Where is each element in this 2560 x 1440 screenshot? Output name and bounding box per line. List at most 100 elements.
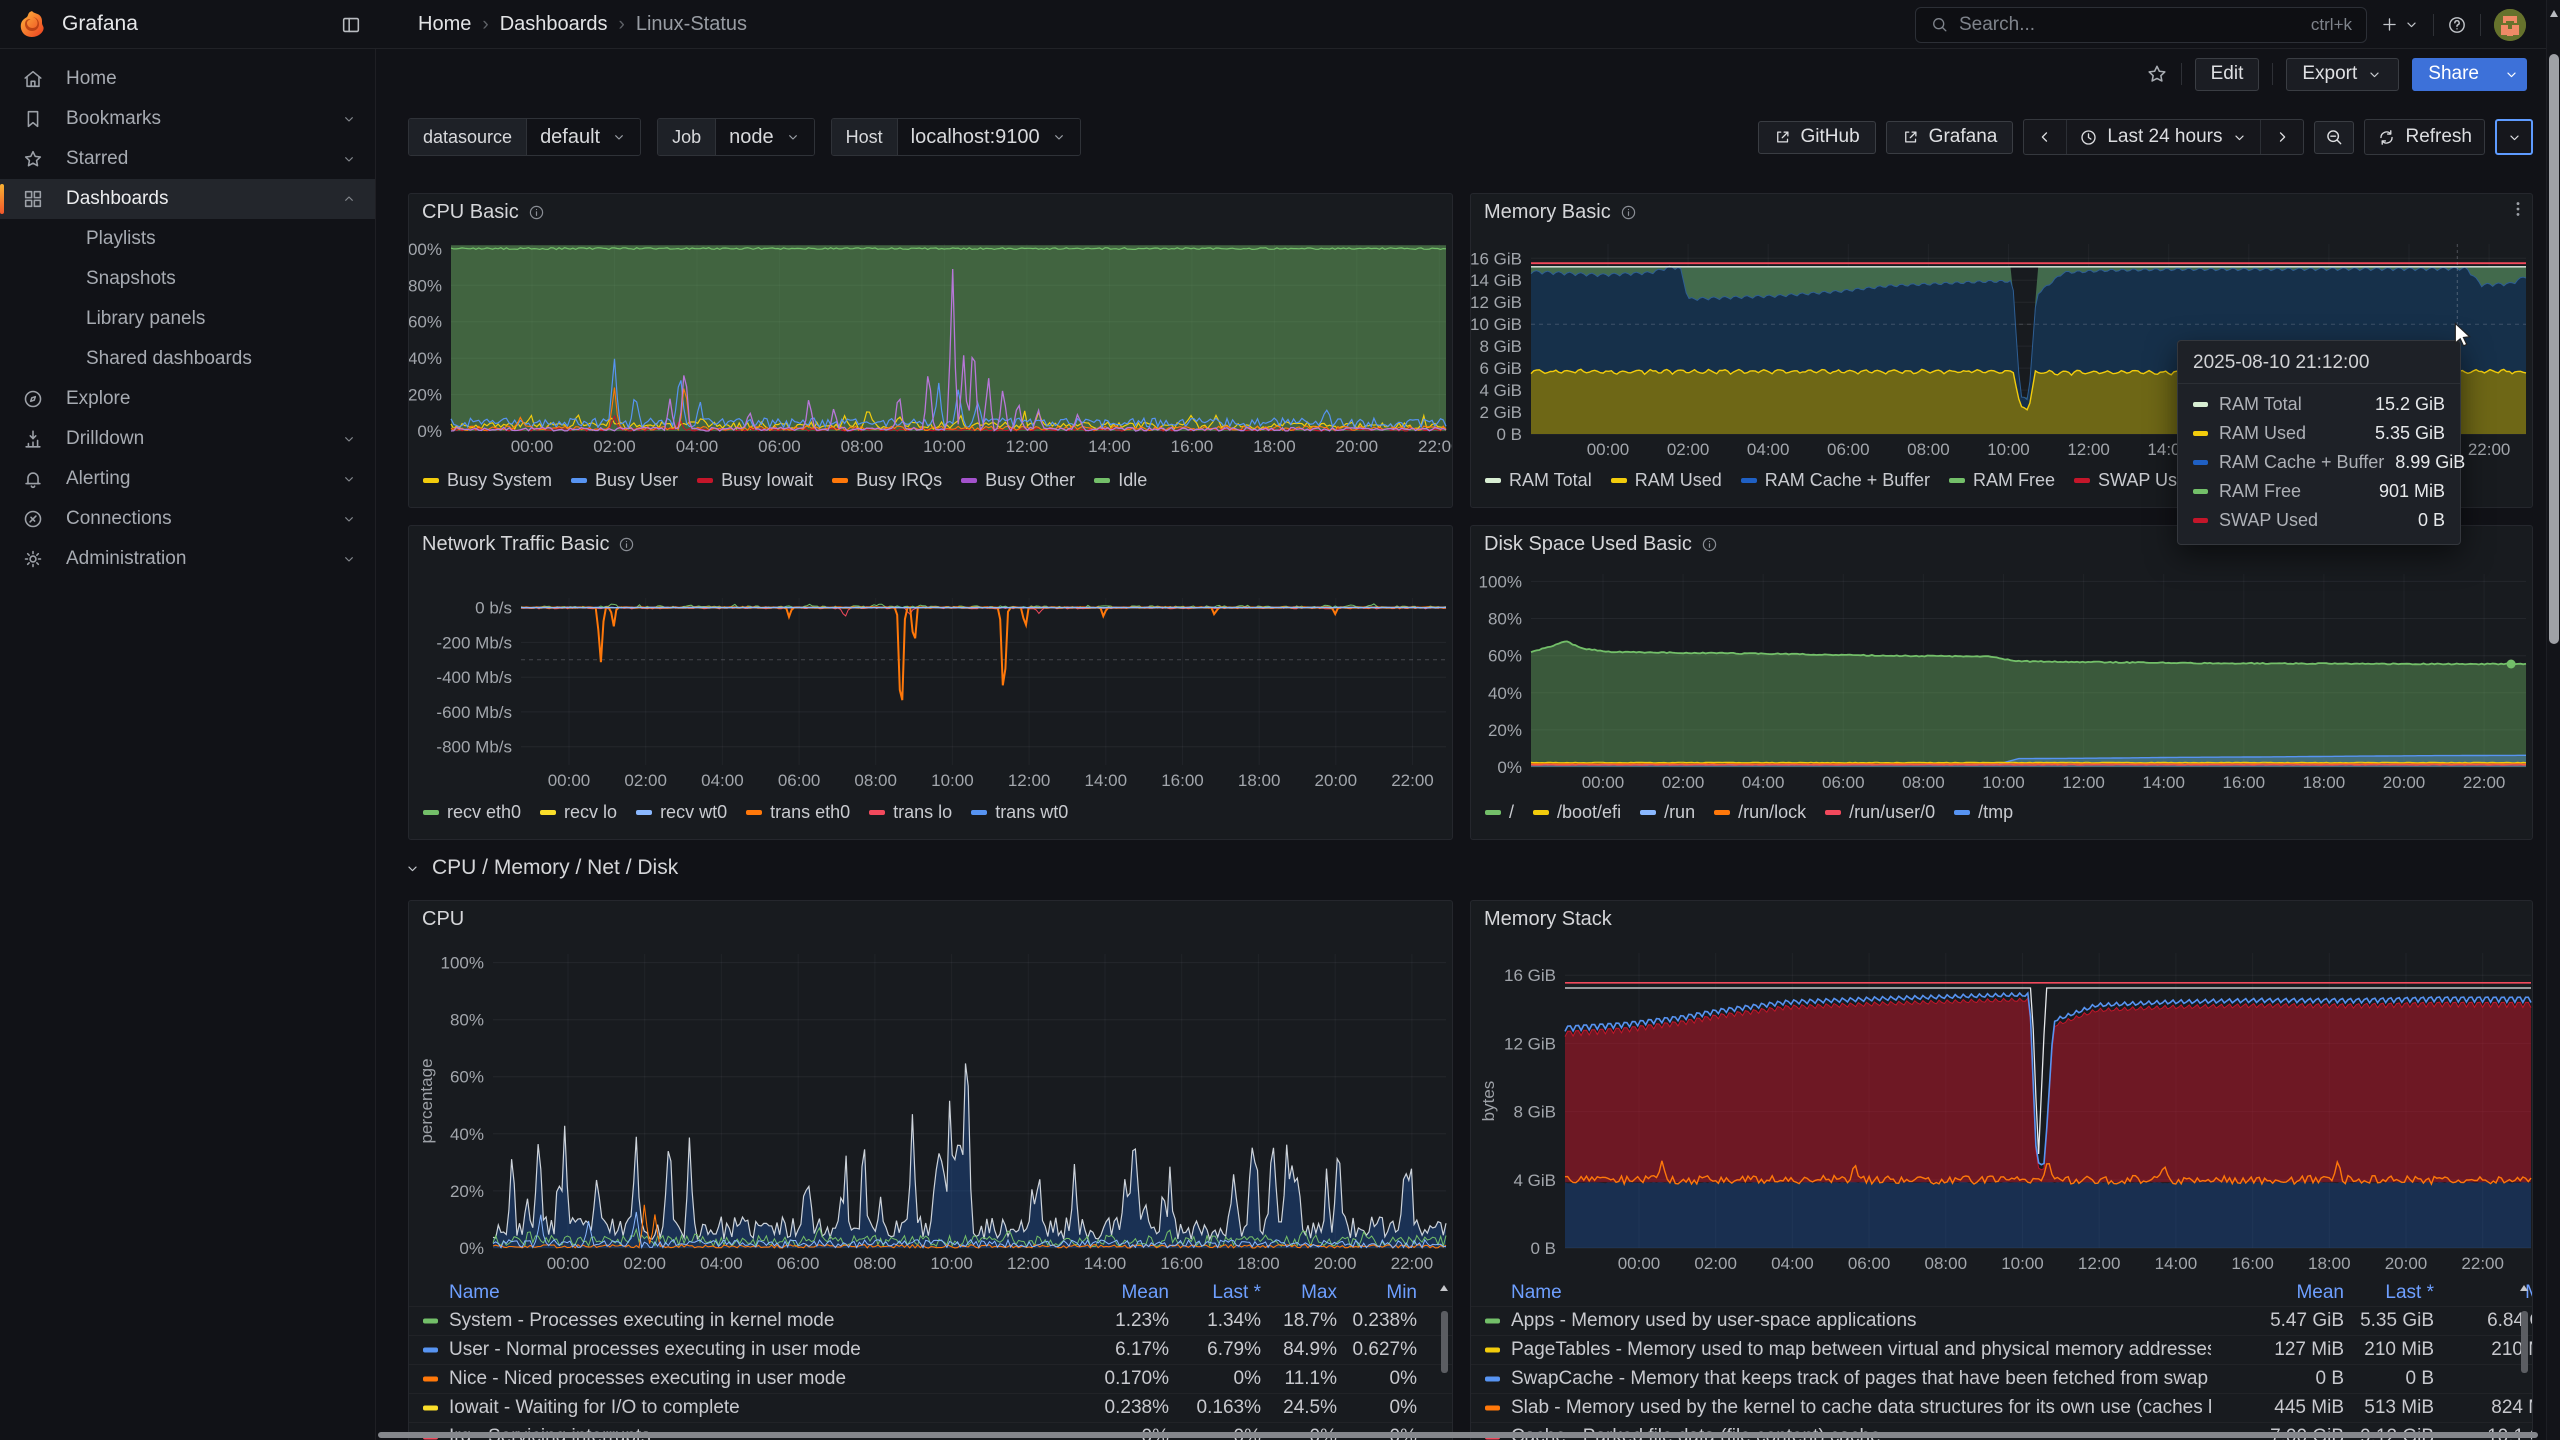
legend-item-trans-eth0[interactable]: trans eth0 xyxy=(746,802,850,823)
variable-job[interactable]: Jobnode xyxy=(657,118,815,156)
column-header-mean[interactable]: Mean xyxy=(2296,1282,2344,1304)
cpu-chart[interactable]: 100%80%60%40%20%0%00:0002:0004:0006:0008… xyxy=(409,901,1453,1281)
zoom-out-button[interactable] xyxy=(2314,121,2354,154)
legend-item-recv-eth0[interactable]: recv eth0 xyxy=(423,802,521,823)
panel-title-cpu-basic[interactable]: CPU Basic xyxy=(409,194,1452,230)
column-header-mean[interactable]: Mean xyxy=(1121,1282,1169,1304)
legend-item-ram-used[interactable]: RAM Used xyxy=(1611,470,1722,491)
column-header-name[interactable]: Name xyxy=(449,1282,500,1304)
scrollbar-thumb[interactable] xyxy=(2549,54,2559,644)
series-name[interactable]: PageTables - Memory used to map between … xyxy=(1511,1339,2211,1361)
help-button[interactable] xyxy=(2447,15,2467,35)
sidebar-item-starred[interactable]: Starred xyxy=(0,139,375,179)
scroll-up-arrow[interactable] xyxy=(2550,10,2558,17)
variable-value-dropdown[interactable]: node xyxy=(715,119,814,155)
table-scrollbar-thumb[interactable] xyxy=(2521,1311,2528,1373)
horizontal-scrollbar-thumb[interactable] xyxy=(378,1432,2538,1438)
sidebar-item-administration[interactable]: Administration xyxy=(0,539,375,579)
column-header-name[interactable]: Name xyxy=(1511,1282,1562,1304)
legend-item-idle[interactable]: Idle xyxy=(1094,470,1147,491)
series-name[interactable]: Nice - Niced processes executing in user… xyxy=(449,1368,1079,1390)
panel-title-memory-basic[interactable]: Memory Basic xyxy=(1471,194,2532,230)
sidebar-item-snapshots[interactable]: Snapshots xyxy=(0,259,375,299)
table-scroll-up-arrow[interactable] xyxy=(1440,1285,1448,1291)
series-name[interactable]: Apps - Memory used by user-space applica… xyxy=(1511,1310,2211,1332)
breadcrumb-item-linux-status[interactable]: Linux-Status xyxy=(636,13,747,36)
column-header-max[interactable]: Max xyxy=(1301,1282,1337,1304)
legend-item-ram-total[interactable]: RAM Total xyxy=(1485,470,1592,491)
variable-host[interactable]: Hostlocalhost:9100 xyxy=(831,118,1081,156)
row-cpu-memory-net-disk[interactable]: CPU / Memory / Net / Disk xyxy=(404,856,678,880)
legend-item-recv-lo[interactable]: recv lo xyxy=(540,802,617,823)
column-header-min[interactable]: Min xyxy=(1386,1282,1417,1304)
user-avatar[interactable] xyxy=(2494,9,2526,41)
variable-value-dropdown[interactable]: localhost:9100 xyxy=(897,119,1080,155)
table-scrollbar-thumb[interactable] xyxy=(1441,1311,1448,1373)
export-button[interactable]: Export xyxy=(2286,58,2399,91)
memory-stack-chart[interactable]: 16 GiB12 GiB8 GiB4 GiB0 B00:0002:0004:00… xyxy=(1471,901,2533,1281)
legend-item-busy-iowait[interactable]: Busy Iowait xyxy=(697,470,813,491)
network-traffic-basic-chart[interactable]: 0 b/s-200 Mb/s-400 Mb/s-600 Mb/s-800 Mb/… xyxy=(409,526,1453,838)
legend-item--tmp[interactable]: /tmp xyxy=(1954,802,2013,823)
legend-item-trans-wt0[interactable]: trans wt0 xyxy=(971,802,1068,823)
share-dropdown-button[interactable] xyxy=(2495,58,2527,91)
series-name[interactable]: System - Processes executing in kernel m… xyxy=(449,1310,1079,1332)
sidebar-item-dashboards[interactable]: Dashboards xyxy=(0,179,375,219)
favorite-star-button[interactable] xyxy=(2146,63,2168,85)
series-name[interactable]: User - Normal processes executing in use… xyxy=(449,1339,1079,1361)
cpu-basic-chart[interactable]: 100%80%60%40%20%0%00:0002:0004:0006:0008… xyxy=(409,194,1453,506)
legend-item-busy-user[interactable]: Busy User xyxy=(571,470,678,491)
time-shift-forward-button[interactable] xyxy=(2260,120,2303,154)
sidebar-item-bookmarks[interactable]: Bookmarks xyxy=(0,99,375,139)
legend-item-busy-irqs[interactable]: Busy IRQs xyxy=(832,470,942,491)
panel-title-cpu[interactable]: CPU xyxy=(409,901,1452,937)
info-icon[interactable] xyxy=(528,204,545,221)
dock-sidebar-button[interactable] xyxy=(336,10,366,40)
panel-title-memory-stack[interactable]: Memory Stack xyxy=(1471,901,2532,937)
legend-item--run[interactable]: /run xyxy=(1640,802,1695,823)
series-name[interactable]: Iowait - Waiting for I/O to complete xyxy=(449,1397,1079,1419)
github-link-button[interactable]: GitHub xyxy=(1758,121,1876,154)
legend-item--boot-efi[interactable]: /boot/efi xyxy=(1533,802,1621,823)
legend-item-ram-cache-buffer[interactable]: RAM Cache + Buffer xyxy=(1741,470,1930,491)
refresh-interval-dropdown[interactable] xyxy=(2495,119,2533,155)
table-scroll-up-arrow[interactable] xyxy=(2520,1285,2528,1291)
share-button[interactable]: Share xyxy=(2412,58,2495,91)
column-header-last-[interactable]: Last * xyxy=(1212,1282,1261,1304)
search-box[interactable]: ctrl+k xyxy=(1915,7,2367,43)
time-shift-back-button[interactable] xyxy=(2024,120,2066,154)
panel-menu-button[interactable] xyxy=(2508,199,2528,219)
legend-item-busy-system[interactable]: Busy System xyxy=(423,470,552,491)
sidebar-item-explore[interactable]: Explore xyxy=(0,379,375,419)
page-scrollbar[interactable] xyxy=(2546,0,2560,1440)
panel-title-network-traffic-basic[interactable]: Network Traffic Basic xyxy=(409,526,1452,562)
create-new-button[interactable] xyxy=(2380,15,2420,34)
sidebar-item-home[interactable]: Home xyxy=(0,59,375,99)
grafana-link-button[interactable]: Grafana xyxy=(1886,121,2014,154)
legend-item--run-lock[interactable]: /run/lock xyxy=(1714,802,1806,823)
breadcrumb-item-dashboards[interactable]: Dashboards xyxy=(500,13,608,36)
edit-button[interactable]: Edit xyxy=(2195,58,2260,91)
breadcrumb-item-home[interactable]: Home xyxy=(418,13,471,36)
disk-space-used-basic-chart[interactable]: 100%80%60%40%20%0%00:0002:0004:0006:0008… xyxy=(1471,526,2533,838)
sidebar-item-playlists[interactable]: Playlists xyxy=(0,219,375,259)
column-header-last-[interactable]: Last * xyxy=(2385,1282,2434,1304)
series-name[interactable]: Slab - Memory used by the kernel to cach… xyxy=(1511,1397,2211,1419)
info-icon[interactable] xyxy=(1620,204,1637,221)
search-input[interactable] xyxy=(1959,14,2301,36)
legend-item-recv-wt0[interactable]: recv wt0 xyxy=(636,802,727,823)
time-range-picker[interactable]: Last 24 hours xyxy=(2066,120,2260,154)
refresh-button[interactable]: Refresh xyxy=(2365,120,2484,154)
sidebar-item-drilldown[interactable]: Drilldown xyxy=(0,419,375,459)
variable-datasource[interactable]: datasourcedefault xyxy=(408,118,641,156)
legend-item-busy-other[interactable]: Busy Other xyxy=(961,470,1075,491)
variable-value-dropdown[interactable]: default xyxy=(526,119,640,155)
sidebar-item-connections[interactable]: Connections xyxy=(0,499,375,539)
sidebar-item-alerting[interactable]: Alerting xyxy=(0,459,375,499)
legend-item-trans-lo[interactable]: trans lo xyxy=(869,802,952,823)
info-icon[interactable] xyxy=(1701,536,1718,553)
grafana-logo-icon[interactable] xyxy=(16,9,48,41)
info-icon[interactable] xyxy=(618,536,635,553)
legend-item-ram-free[interactable]: RAM Free xyxy=(1949,470,2055,491)
legend-item--run-user-0[interactable]: /run/user/0 xyxy=(1825,802,1935,823)
